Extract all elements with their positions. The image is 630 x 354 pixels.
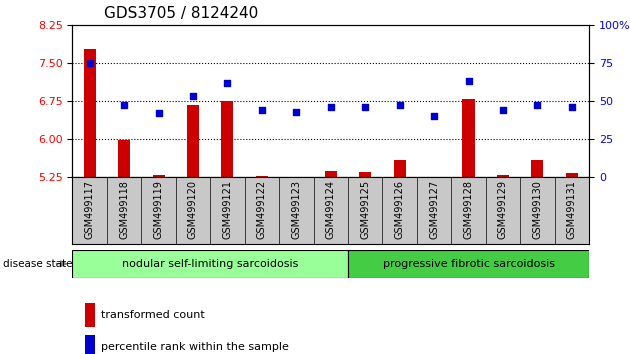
Point <box>498 107 508 113</box>
Text: percentile rank within the sample: percentile rank within the sample <box>101 342 289 352</box>
Text: GSM499125: GSM499125 <box>360 181 370 240</box>
Text: GSM499117: GSM499117 <box>84 181 94 239</box>
Text: GSM499121: GSM499121 <box>222 181 232 239</box>
Bar <box>118 140 130 177</box>
Point <box>394 103 404 108</box>
Point <box>257 107 267 113</box>
Text: GSM499122: GSM499122 <box>257 181 267 240</box>
Bar <box>359 172 371 177</box>
Text: GSM499129: GSM499129 <box>498 181 508 239</box>
Text: GSM499126: GSM499126 <box>394 181 404 239</box>
Text: GSM499118: GSM499118 <box>119 181 129 239</box>
Text: GSM499124: GSM499124 <box>326 181 336 239</box>
Bar <box>497 176 509 177</box>
Text: GSM499127: GSM499127 <box>429 181 439 240</box>
Point <box>532 103 542 108</box>
Text: GSM499130: GSM499130 <box>532 181 542 239</box>
Point <box>222 80 232 85</box>
Bar <box>221 101 234 177</box>
Point <box>119 103 129 108</box>
Text: GSM499120: GSM499120 <box>188 181 198 239</box>
Point <box>154 110 164 116</box>
Bar <box>84 48 96 177</box>
Point <box>429 113 439 119</box>
Bar <box>566 173 578 177</box>
Point <box>360 104 370 110</box>
Text: GSM499128: GSM499128 <box>464 181 474 239</box>
Text: nodular self-limiting sarcoidosis: nodular self-limiting sarcoidosis <box>122 259 299 269</box>
Bar <box>187 105 199 177</box>
Point <box>567 104 577 110</box>
Text: GDS3705 / 8124240: GDS3705 / 8124240 <box>104 6 258 21</box>
Text: GSM499119: GSM499119 <box>154 181 164 239</box>
Bar <box>394 160 406 177</box>
Bar <box>72 250 348 278</box>
Text: progressive fibrotic sarcoidosis: progressive fibrotic sarcoidosis <box>382 259 554 269</box>
Text: transformed count: transformed count <box>101 310 205 320</box>
Bar <box>462 99 474 177</box>
Bar <box>152 176 164 177</box>
Bar <box>531 160 544 177</box>
Point <box>188 93 198 99</box>
Text: GSM499123: GSM499123 <box>291 181 301 239</box>
Text: disease state: disease state <box>3 259 72 269</box>
Bar <box>324 171 337 177</box>
Bar <box>348 250 589 278</box>
Point <box>326 104 336 110</box>
Point <box>464 78 474 84</box>
Point <box>84 60 94 66</box>
Text: GSM499131: GSM499131 <box>567 181 577 239</box>
Point <box>291 109 301 114</box>
